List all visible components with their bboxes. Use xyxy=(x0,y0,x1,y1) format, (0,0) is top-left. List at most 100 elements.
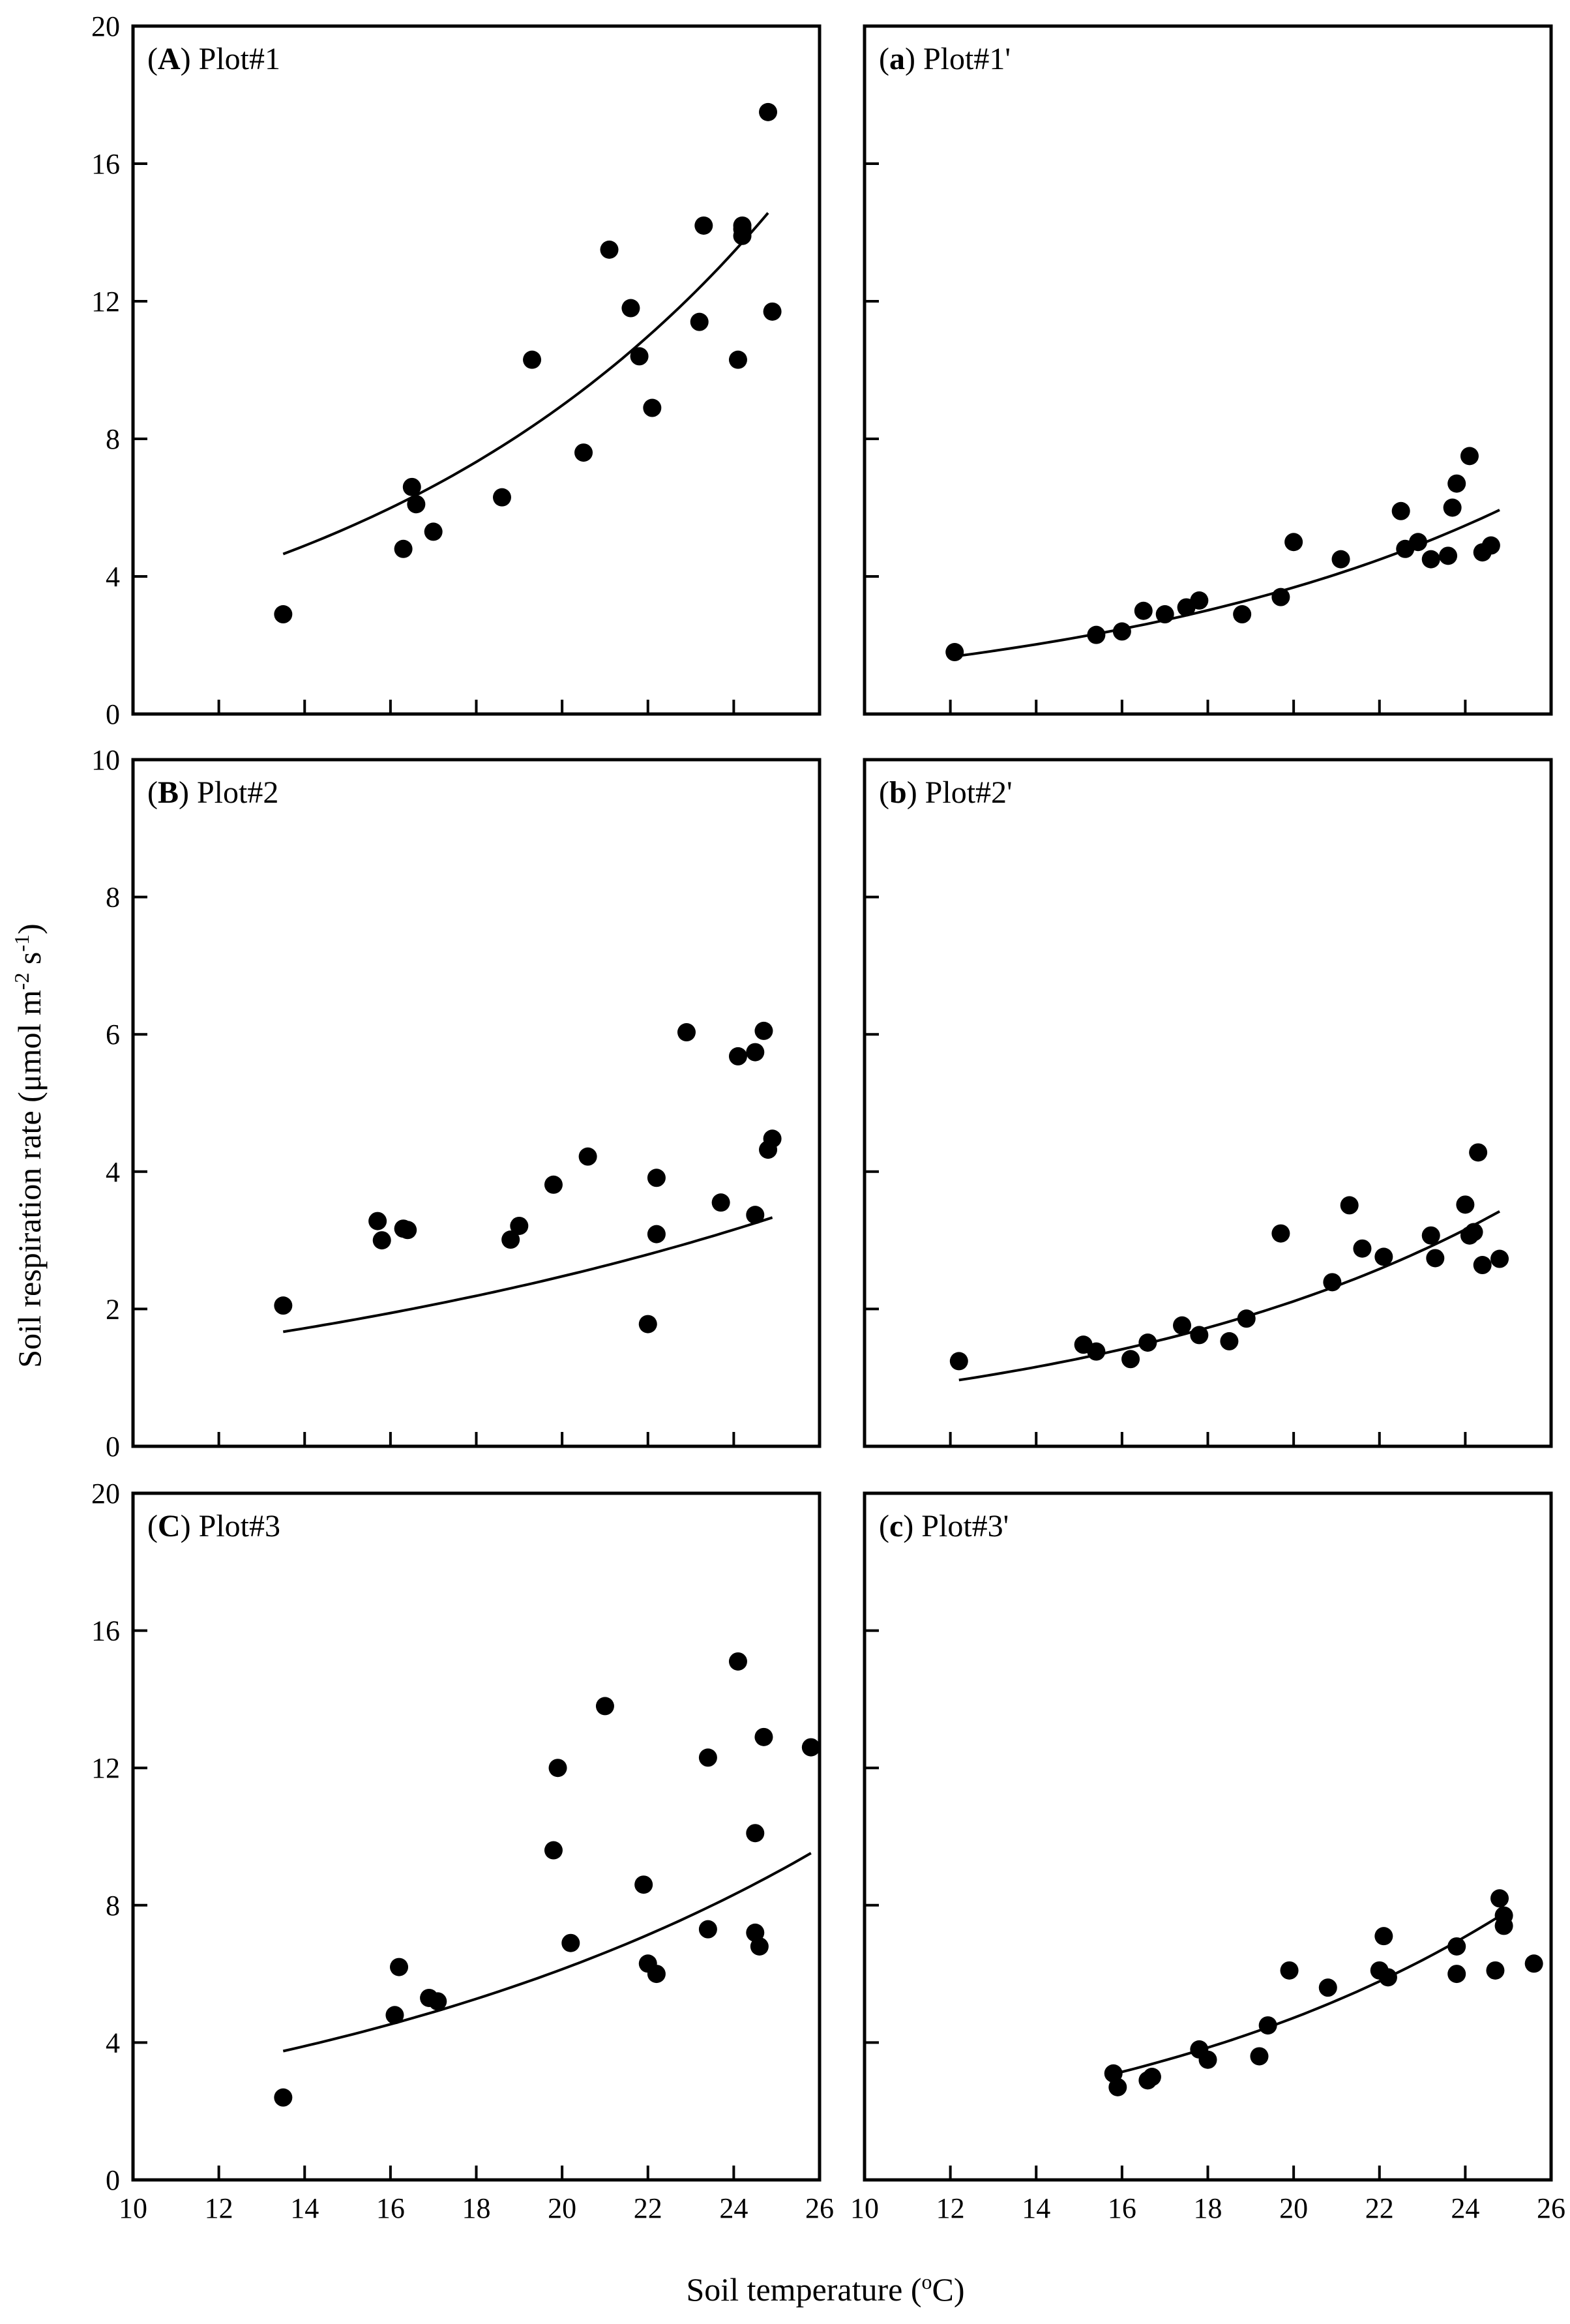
x-tick-label: 10 xyxy=(119,2192,147,2224)
data-point xyxy=(1087,625,1106,644)
data-point xyxy=(1447,474,1466,493)
data-point xyxy=(1486,1961,1505,1980)
data-point xyxy=(600,240,619,259)
y-axis-label-mid: s xyxy=(11,952,48,973)
panel-a: (a) Plot#1' xyxy=(863,24,1553,716)
data-point xyxy=(501,1230,520,1249)
panel-title: (c) Plot#3' xyxy=(879,1509,1009,1543)
panel-title-paren-open: ( xyxy=(147,1509,158,1543)
data-point xyxy=(1340,1196,1359,1215)
data-point xyxy=(1374,1247,1393,1266)
panel-title-paren-close: ) xyxy=(907,775,925,810)
data-point xyxy=(638,1315,657,1333)
panel-title-letter: A xyxy=(158,42,181,76)
data-point xyxy=(759,102,778,121)
fit-curve xyxy=(958,1210,1500,1382)
data-point xyxy=(1233,605,1252,624)
y-tick-label: 12 xyxy=(91,286,120,318)
panel-title-paren-open: ( xyxy=(879,775,889,810)
panel-frame xyxy=(131,24,822,716)
y-tick-label: 8 xyxy=(106,423,120,455)
data-point xyxy=(1447,1937,1466,1956)
data-point xyxy=(1121,1350,1140,1369)
panel-title-letter: c xyxy=(889,1509,903,1543)
x-axis-label-main: Soil temperature ( xyxy=(687,2271,922,2308)
fit-curve xyxy=(282,1216,773,1333)
panel-title-text: Plot#2 xyxy=(197,775,278,810)
panel-title-paren-close: ) xyxy=(903,1509,921,1543)
data-point xyxy=(595,1697,614,1716)
x-axis-label: Soil temperature (oC) xyxy=(687,2270,965,2308)
data-point xyxy=(407,495,426,514)
data-point xyxy=(574,443,593,462)
data-point xyxy=(1198,2050,1217,2069)
panel-b: (b) Plot#2' xyxy=(863,758,1553,1448)
y-tick-label: 20 xyxy=(91,10,120,42)
panel-title-text: Plot#3 xyxy=(199,1509,280,1543)
data-point xyxy=(694,216,713,235)
data-point xyxy=(763,1129,782,1148)
data-point xyxy=(1439,546,1458,565)
data-point xyxy=(492,488,511,507)
data-point xyxy=(561,1933,580,1952)
data-point xyxy=(746,1824,765,1843)
data-point xyxy=(733,220,752,239)
x-tick-label: 24 xyxy=(719,2192,748,2224)
data-point xyxy=(1087,1342,1106,1361)
panel-title-text: Plot#2' xyxy=(925,775,1013,810)
data-point xyxy=(1284,533,1303,552)
panel-title-letter: b xyxy=(889,775,907,810)
y-tick-label: 4 xyxy=(106,561,120,593)
panel-title-paren-open: ( xyxy=(879,42,889,76)
panel-title-paren-close: ) xyxy=(181,42,199,76)
y-tick-label: 20 xyxy=(91,1478,120,1510)
x-tick-label: 12 xyxy=(205,2192,233,2224)
data-point xyxy=(544,1841,563,1860)
data-point xyxy=(424,522,443,541)
y-tick-label: 8 xyxy=(106,882,120,914)
data-point xyxy=(428,1992,447,2011)
panel-title-paren-open: ( xyxy=(147,775,158,810)
panel-title-paren-close: ) xyxy=(179,775,197,810)
data-point xyxy=(1190,591,1209,610)
data-point xyxy=(630,347,649,366)
y-tick-label: 0 xyxy=(106,698,120,730)
data-point xyxy=(274,605,293,624)
data-point xyxy=(647,1169,666,1187)
data-point xyxy=(728,350,747,369)
data-point xyxy=(1408,533,1427,552)
data-point xyxy=(398,1221,417,1240)
data-point xyxy=(945,643,964,662)
data-point xyxy=(274,1296,293,1315)
y-tick-label: 0 xyxy=(106,1431,120,1463)
data-point xyxy=(647,1225,666,1244)
y-tick-label: 4 xyxy=(106,1156,120,1188)
data-point xyxy=(746,1206,765,1225)
data-point xyxy=(647,1965,666,1984)
data-point xyxy=(1460,447,1479,466)
data-point xyxy=(510,1216,529,1235)
panel-frame xyxy=(863,1491,1553,2182)
data-point xyxy=(1353,1239,1372,1258)
data-point xyxy=(1447,1965,1466,1984)
panel-title-paren-open: ( xyxy=(879,1509,889,1543)
data-point xyxy=(643,398,662,417)
panel-title-paren-close: ) xyxy=(905,42,923,76)
panel-title: (A) Plot#1 xyxy=(147,42,280,76)
y-axis-label: Soil respiration rate (μmol m-2 s-1) xyxy=(10,923,48,1367)
data-point xyxy=(1481,536,1500,555)
data-point xyxy=(1237,1309,1256,1328)
panel-title-text: Plot#1' xyxy=(923,42,1011,76)
data-point xyxy=(754,1021,773,1040)
data-point xyxy=(1443,498,1462,517)
data-point xyxy=(1378,1968,1397,1987)
y-tick-label: 2 xyxy=(106,1293,120,1325)
data-point xyxy=(523,350,542,369)
fit-curve xyxy=(282,212,769,556)
data-point xyxy=(1271,1224,1290,1243)
data-point xyxy=(1524,1954,1543,1973)
data-point xyxy=(750,1937,769,1956)
data-point xyxy=(698,1748,717,1767)
y-axis-label-sup-m: -2 xyxy=(10,973,33,991)
